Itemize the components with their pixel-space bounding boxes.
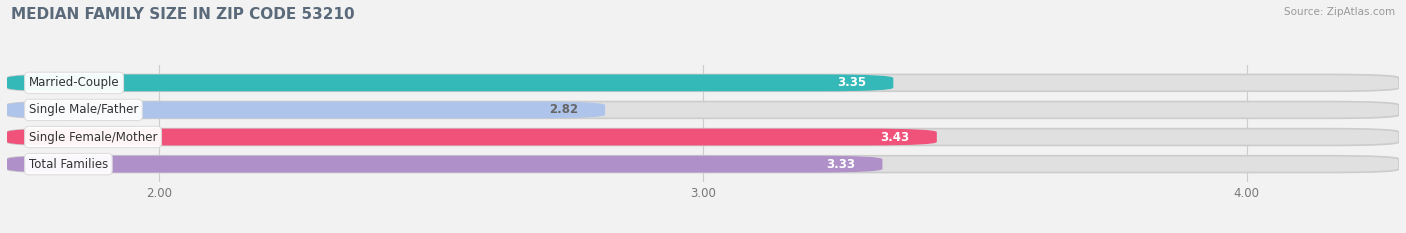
Text: 3.43: 3.43 bbox=[880, 130, 910, 144]
Text: Total Families: Total Families bbox=[28, 158, 108, 171]
FancyBboxPatch shape bbox=[7, 156, 1399, 172]
FancyBboxPatch shape bbox=[7, 102, 1399, 118]
FancyBboxPatch shape bbox=[7, 129, 1399, 145]
Text: Source: ZipAtlas.com: Source: ZipAtlas.com bbox=[1284, 7, 1395, 17]
Text: MEDIAN FAMILY SIZE IN ZIP CODE 53210: MEDIAN FAMILY SIZE IN ZIP CODE 53210 bbox=[11, 7, 354, 22]
Text: 2.82: 2.82 bbox=[548, 103, 578, 116]
Text: Married-Couple: Married-Couple bbox=[28, 76, 120, 89]
FancyBboxPatch shape bbox=[7, 75, 893, 91]
Text: 3.35: 3.35 bbox=[837, 76, 866, 89]
FancyBboxPatch shape bbox=[7, 129, 936, 145]
Text: Single Female/Mother: Single Female/Mother bbox=[28, 130, 157, 144]
Text: 3.33: 3.33 bbox=[827, 158, 855, 171]
FancyBboxPatch shape bbox=[7, 102, 605, 118]
FancyBboxPatch shape bbox=[7, 75, 1399, 91]
Text: Single Male/Father: Single Male/Father bbox=[28, 103, 138, 116]
FancyBboxPatch shape bbox=[7, 156, 883, 172]
